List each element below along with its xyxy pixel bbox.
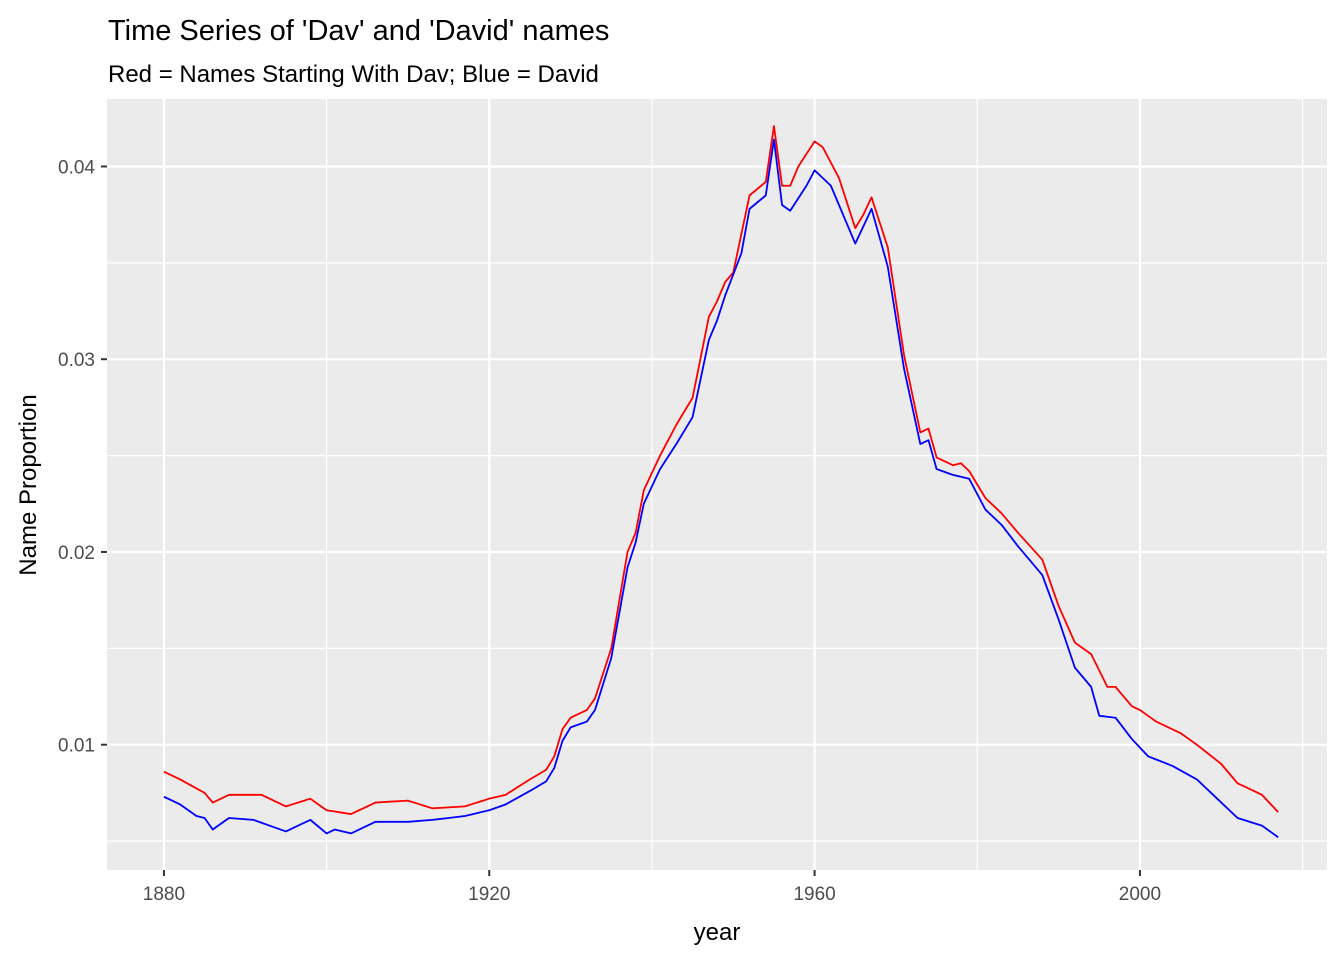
plot-panel: [107, 99, 1327, 870]
y-tick-label: 0.01: [58, 736, 95, 757]
series-line-red: [163, 125, 1279, 815]
x-tick-label: 2000: [1119, 884, 1161, 905]
x-tick-label: 1880: [143, 884, 185, 905]
y-axis: 0.01 0.02 0.03 0.04: [58, 157, 107, 757]
series-line-blue: [163, 138, 1279, 838]
chart-title: Time Series of 'Dav' and 'David' names: [108, 15, 609, 47]
chart-subtitle: Red = Names Starting With Dav; Blue = Da…: [108, 61, 599, 88]
series-lines: [163, 125, 1279, 838]
grid-major: [107, 99, 1327, 870]
x-tick-label: 1960: [793, 884, 835, 905]
x-tick-label: 1920: [468, 884, 510, 905]
y-axis-title: Name Proportion: [15, 394, 42, 575]
x-axis: 1880 1920 1960 2000: [143, 870, 1161, 905]
y-tick-label: 0.03: [58, 350, 95, 371]
x-axis-title: year: [694, 919, 741, 946]
y-tick-label: 0.02: [58, 543, 95, 564]
y-tick-label: 0.04: [58, 157, 95, 178]
grid-minor: [107, 99, 1327, 870]
